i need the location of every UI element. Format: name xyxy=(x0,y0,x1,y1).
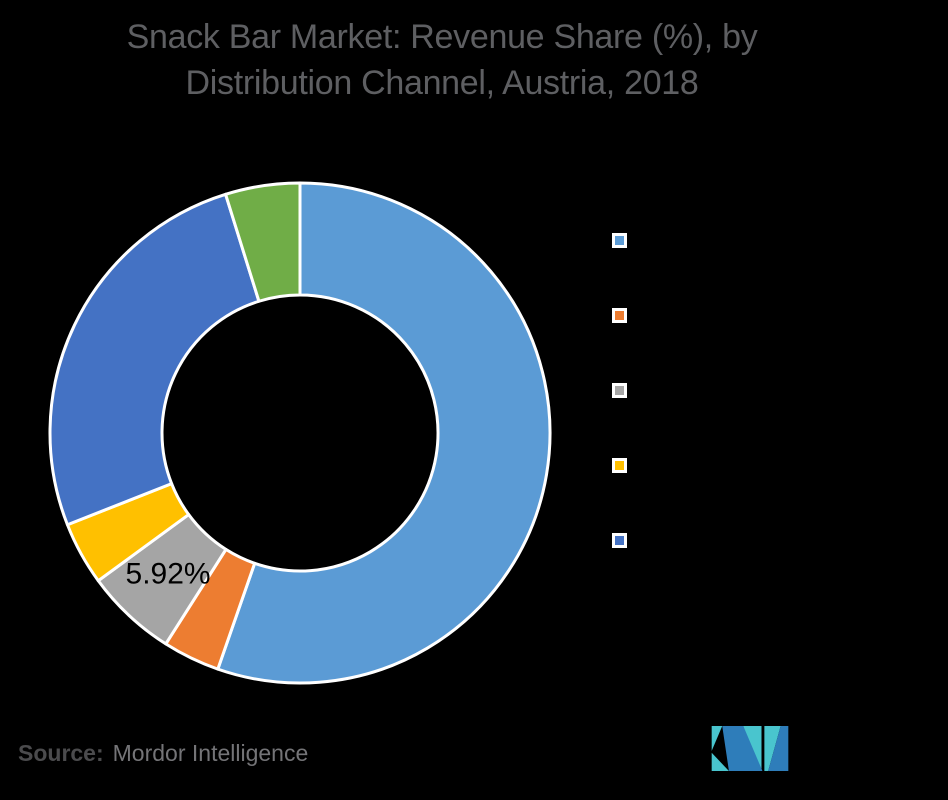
chart-title-line2: Distribution Channel, Austria, 2018 xyxy=(185,64,699,102)
legend-swatch-5 xyxy=(612,533,627,548)
legend-swatch-4 xyxy=(612,458,627,473)
logo-left-top-wedge xyxy=(711,726,723,751)
source-name: Mordor Intelligence xyxy=(112,740,309,766)
segment-green xyxy=(224,181,302,303)
chart-title: Snack Bar Market: Revenue Share (%), by … xyxy=(0,14,884,106)
segment-light-blue xyxy=(216,181,552,685)
data-label-segment-gray: 5.92% xyxy=(126,557,211,590)
chart-title-line1: Snack Bar Market: Revenue Share (%), by xyxy=(126,18,758,56)
logo-left-diagonal xyxy=(722,726,763,771)
logo-right-teal-band xyxy=(764,726,781,771)
legend-swatch-3 xyxy=(612,383,627,398)
logo-left-bottom-wedge xyxy=(711,752,729,771)
mordor-intelligence-logo-icon xyxy=(711,726,789,771)
legend xyxy=(612,233,627,608)
legend-swatch-2 xyxy=(612,308,627,323)
source-label: Source: xyxy=(18,740,104,766)
legend-swatch-1 xyxy=(612,233,627,248)
segment-dark-blue xyxy=(48,192,261,527)
logo-right-blue-band xyxy=(768,726,789,771)
source-line: Source: Mordor Intelligence xyxy=(18,740,308,767)
